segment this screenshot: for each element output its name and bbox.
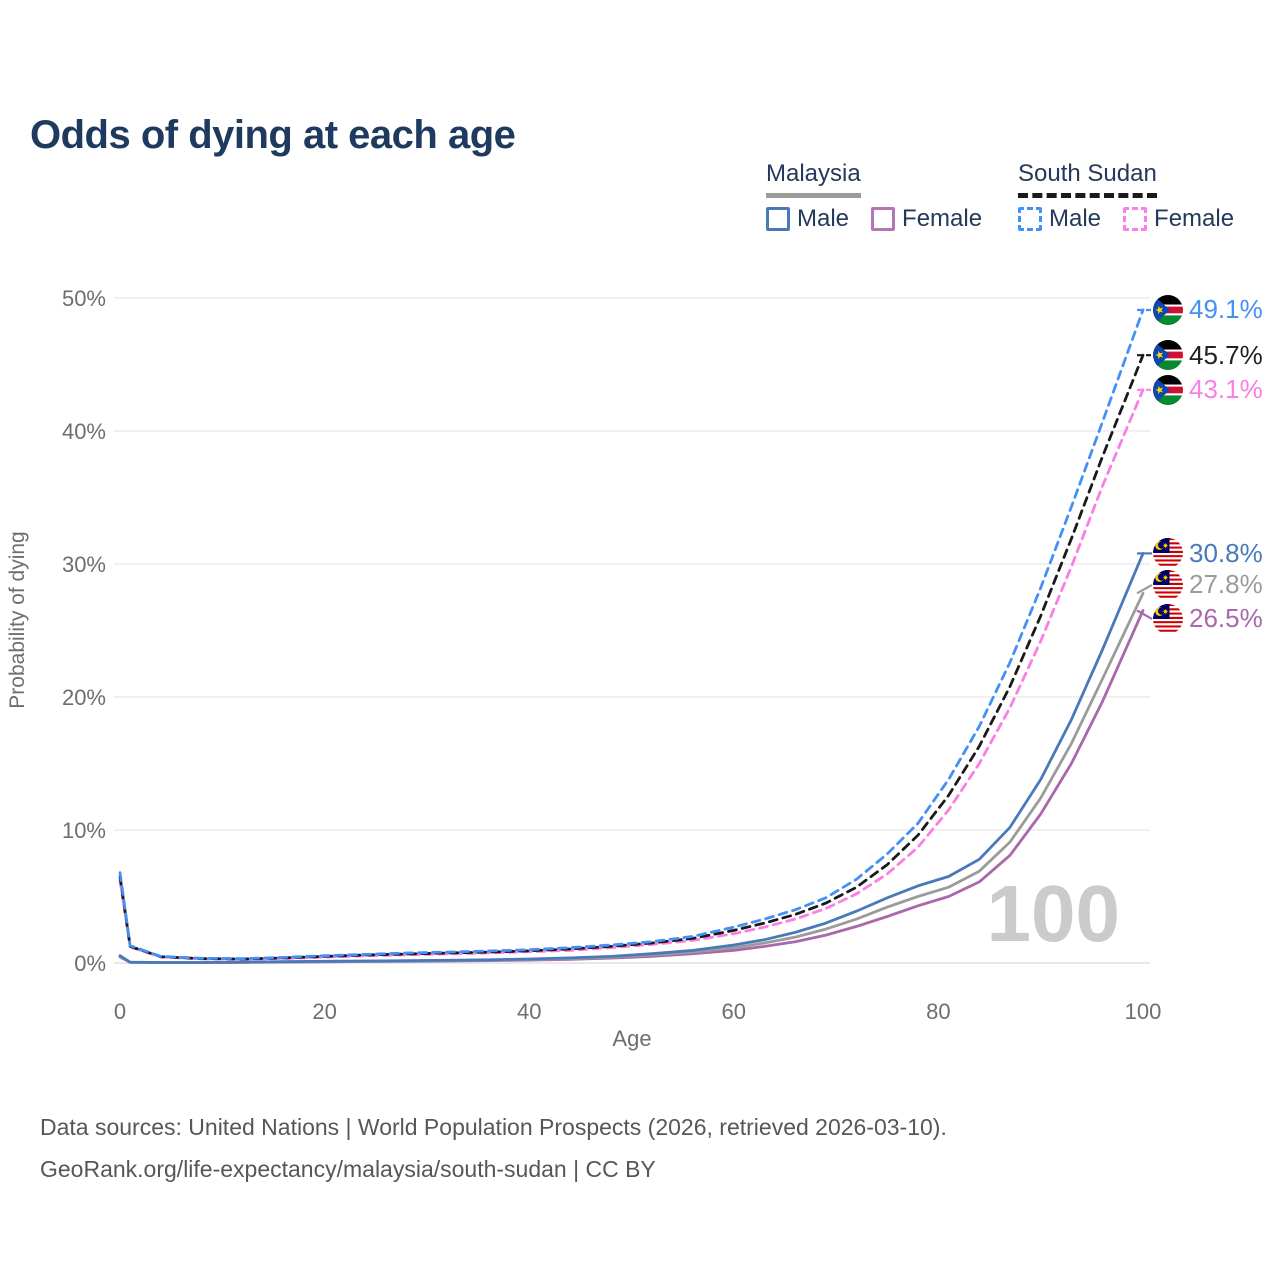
y-tick-label: 30% xyxy=(62,552,106,577)
series-end-value: 27.8% xyxy=(1189,569,1263,600)
series-end-value: 45.7% xyxy=(1189,339,1263,370)
footer: Data sources: United Nations | World Pop… xyxy=(40,1106,947,1190)
series-line-south-sudan-both-sexes xyxy=(118,353,1145,961)
legend-item-south-sudan-female[interactable]: Female xyxy=(1123,205,1234,233)
end-label-row-south-sudan-male: 49.1% xyxy=(1153,294,1263,326)
series-end-value: 26.5% xyxy=(1189,603,1263,634)
attribution-text: GeoRank.org/life-expectancy/malaysia/sou… xyxy=(40,1156,656,1182)
x-tick-label: 40 xyxy=(517,999,541,1024)
checkbox-south-sudan-female-icon[interactable] xyxy=(1123,207,1148,231)
end-label-row-south-sudan-both-sexes: 45.7% xyxy=(1153,339,1263,371)
checkbox-south-sudan-male-icon[interactable] xyxy=(1018,207,1042,231)
end-label-row-malaysia-both-sexes: 27.8% xyxy=(1153,569,1263,601)
y-axis-title: Probability of dying xyxy=(6,531,29,709)
page-title: Odds of dying at each age xyxy=(30,112,516,157)
x-tick-label: 60 xyxy=(722,999,746,1024)
legend-item-south-sudan-male[interactable]: Male xyxy=(1018,205,1101,233)
series-end-value: 30.8% xyxy=(1189,537,1263,568)
south-sudan-flag-icon xyxy=(1153,294,1183,325)
label-leader-line xyxy=(1136,583,1153,595)
series-end-value: 49.1% xyxy=(1189,294,1263,325)
y-tick-label: 50% xyxy=(62,286,106,311)
y-tick-label: 40% xyxy=(62,419,106,444)
legend-group-malaysia: Malaysia Male Female xyxy=(766,160,982,233)
x-axis-title: Age xyxy=(612,1026,652,1051)
legend-item-label: Male xyxy=(1049,205,1102,232)
age-cursor-watermark: 100 xyxy=(986,869,1120,958)
y-tick-label: 10% xyxy=(62,818,106,843)
legend-country-south-sudan: South Sudan xyxy=(1018,160,1157,198)
data-sources-text: Data sources: United Nations | World Pop… xyxy=(40,1114,947,1140)
legend-item-label: Female xyxy=(1154,205,1235,232)
legend-country-malaysia: Malaysia xyxy=(766,160,861,198)
malaysia-flag-icon xyxy=(1153,603,1183,634)
legend-group-south-sudan: South Sudan Male Female xyxy=(1018,160,1234,233)
y-tick-label: 20% xyxy=(62,685,106,710)
south-sudan-flag-icon xyxy=(1153,374,1183,405)
checkbox-malaysia-male-icon[interactable] xyxy=(766,207,790,231)
malaysia-flag-icon xyxy=(1153,569,1183,600)
end-label-row-malaysia-female: 26.5% xyxy=(1153,603,1263,635)
checkbox-malaysia-female-icon[interactable] xyxy=(871,207,896,231)
malaysia-flag-icon xyxy=(1153,538,1183,569)
series-line-south-sudan-male xyxy=(118,308,1145,960)
label-leader-line xyxy=(1136,609,1153,620)
x-tick-label: 80 xyxy=(926,999,950,1024)
series-end-value: 43.1% xyxy=(1189,374,1263,405)
x-tick-label: 0 xyxy=(114,999,126,1024)
end-label-row-south-sudan-female: 43.1% xyxy=(1153,374,1263,406)
legend-item-label: Male xyxy=(797,205,850,232)
legend-item-malaysia-male[interactable]: Male xyxy=(766,205,849,233)
south-sudan-flag-icon xyxy=(1153,340,1183,371)
y-tick-label: 0% xyxy=(74,951,106,976)
legend-item-malaysia-female[interactable]: Female xyxy=(871,205,982,233)
x-tick-label: 100 xyxy=(1125,999,1162,1024)
x-tick-label: 20 xyxy=(312,999,336,1024)
series-line-malaysia-male xyxy=(118,552,1145,964)
legend-item-label: Female xyxy=(902,205,983,232)
end-label-row-malaysia-male: 30.8% xyxy=(1153,537,1263,569)
